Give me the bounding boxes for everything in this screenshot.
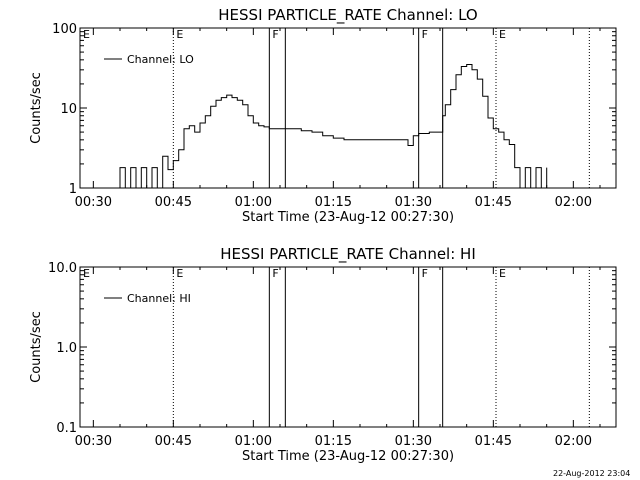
x-tick-label: 00:30 bbox=[75, 434, 112, 449]
flag-label: E bbox=[499, 267, 506, 280]
legend-entry: Channel: LO bbox=[127, 53, 194, 66]
lo-channel-panel: HESSI PARTICLE_RATE Channel: LO 00:30 00:4… bbox=[29, 6, 617, 225]
generation-timestamp: 22-Aug-2012 23:04 bbox=[553, 469, 630, 478]
x-tick-label: 02:00 bbox=[555, 195, 592, 210]
flag-label: E bbox=[176, 267, 183, 280]
flag-label: E bbox=[499, 28, 506, 41]
y-tick-label: 100 bbox=[52, 22, 77, 37]
y-axis-label: Counts/sec bbox=[29, 72, 44, 144]
y-tick-label: 1.0 bbox=[56, 341, 77, 356]
flag-label: E bbox=[83, 267, 90, 280]
x-tick-label: 00:30 bbox=[75, 195, 112, 210]
plot-frame bbox=[79, 266, 617, 428]
x-tick-label: 01:15 bbox=[315, 434, 352, 449]
legend-entry: Channel: HI bbox=[127, 292, 191, 305]
y-axis-label: Counts/sec bbox=[29, 311, 44, 383]
flag-label: F bbox=[422, 267, 428, 280]
chart-title: HESSI PARTICLE_RATE Channel: LO bbox=[218, 6, 477, 25]
x-tick-label: 01:00 bbox=[235, 195, 272, 210]
y-tick-label: 1 bbox=[69, 182, 77, 197]
x-tick-label: 01:45 bbox=[475, 434, 512, 449]
y-tick-label: 0.1 bbox=[56, 421, 77, 436]
flag-label: F bbox=[272, 28, 278, 41]
flag-label: E bbox=[83, 28, 90, 41]
x-axis-label: Start Time (23-Aug-12 00:27:30) bbox=[242, 210, 454, 225]
flag-label: F bbox=[422, 28, 428, 41]
chart-title: HESSI PARTICLE_RATE Channel: HI bbox=[220, 245, 476, 264]
x-tick-label: 01:30 bbox=[395, 434, 432, 449]
flag-label: F bbox=[272, 267, 278, 280]
y-tick-label: 10 bbox=[60, 102, 77, 117]
x-axis-label: Start Time (23-Aug-12 00:27:30) bbox=[242, 449, 454, 464]
series-line bbox=[109, 64, 548, 189]
x-tick-label: 00:45 bbox=[155, 434, 192, 449]
hi-channel-panel: HESSI PARTICLE_RATE Channel: HI 00:30 00:4… bbox=[29, 245, 617, 464]
plot-frame bbox=[79, 27, 617, 189]
x-tick-label: 01:30 bbox=[395, 195, 432, 210]
x-tick-label: 02:00 bbox=[555, 434, 592, 449]
flag-label: E bbox=[176, 28, 183, 41]
x-tick-label: 00:45 bbox=[155, 195, 192, 210]
x-tick-label: 01:45 bbox=[475, 195, 512, 210]
x-tick-label: 01:15 bbox=[315, 195, 352, 210]
x-tick-label: 01:00 bbox=[235, 434, 272, 449]
y-tick-label: 10.0 bbox=[48, 261, 77, 276]
